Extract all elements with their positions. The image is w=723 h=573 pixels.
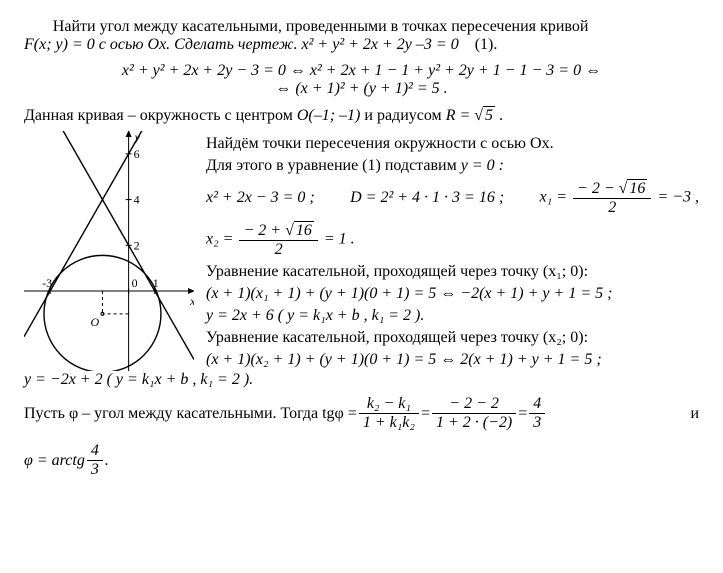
R-root: 5	[483, 106, 495, 125]
angle-f2-den: 1 + 2 · (−2)	[432, 414, 516, 432]
final-line: φ = arctg 4 3 .	[24, 442, 699, 479]
svg-text:y: y	[134, 131, 141, 144]
x2-den: 2	[239, 241, 317, 259]
angle-line: Пусть φ – угол между касательными. Тогда…	[24, 395, 699, 432]
x2-root: 16	[294, 221, 314, 240]
roots-quad: x² + 2x − 3 = 0 ;	[206, 189, 315, 207]
svg-text:2: 2	[134, 238, 140, 252]
intersect-l2a: Для этого в уравнение (1) подставим	[206, 157, 461, 174]
roots-disc: D = 2² + 4 · 1 · 3 = 16 ;	[350, 189, 504, 207]
circle-center: O(–1; –1)	[297, 107, 361, 124]
x2-num: − 2 +	[243, 222, 285, 239]
problem-statement: Найти угол между касательными, проведенн…	[24, 18, 699, 54]
svg-text:0: 0	[132, 276, 138, 290]
problem-line1: Найти угол между касательными, проведенн…	[53, 18, 589, 35]
graph-figure: y x O -3 0 1 2 4 6	[24, 131, 194, 371]
roots-x1: x₁ = − 2 − √16 2 = −3 ,	[540, 179, 699, 217]
final-num: 4	[87, 442, 103, 461]
svg-text:x: x	[189, 294, 194, 308]
final-tail: .	[105, 452, 109, 470]
x2-tail: = 1 .	[324, 231, 355, 248]
svg-text:4: 4	[134, 193, 140, 207]
problem-func: F(x; y) = 0 с осью Ox. Сделать чертеж.	[24, 36, 302, 53]
svg-text:6: 6	[134, 147, 140, 161]
x1-root: 16	[627, 179, 647, 198]
angle-mid1: =	[421, 405, 430, 423]
angle-mid2: =	[518, 405, 527, 423]
circle-pre: Данная кривая – окружность с центром	[24, 107, 297, 124]
roots-line1: x² + 2x − 3 = 0 ; D = 2² + 4 · 1 · 3 = 1…	[206, 179, 699, 217]
derive-row2: ⇔ (x + 1)² + (y + 1)² = 5 .	[24, 80, 699, 98]
svg-text:1: 1	[153, 276, 159, 290]
x1-den: 2	[573, 199, 651, 217]
angle-tail: и	[690, 405, 699, 423]
circle-desc: Данная кривая – окружность с центром O(–…	[24, 106, 699, 125]
x1-prefix: x₁ =	[540, 189, 571, 206]
angle-f1-den: 1 + k₁k₂	[359, 414, 419, 432]
angle-f2-num: − 2 − 2	[432, 395, 516, 414]
figure-column: y x O -3 0 1 2 4 6	[24, 131, 194, 371]
final-pre: φ = arctg	[24, 452, 85, 470]
figure-row: y x O -3 0 1 2 4 6 Найдём точки пересечения окру…	[24, 131, 699, 373]
x1-num: − 2 −	[577, 180, 619, 197]
intersect-l1: Найдём точки пересечения окружности с ос…	[206, 135, 699, 153]
tang2-l1: Уравнение касательной, проходящей через …	[206, 329, 699, 347]
roots-x2: x₂ = − 2 + √16 2 = 1 .	[206, 221, 699, 259]
svg-text:-3: -3	[42, 276, 52, 290]
tang1-l3: y = 2x + 6 ( y = k₁x + b , k₁ = 2 ).	[206, 307, 699, 325]
angle-f3-num: 4	[529, 395, 545, 414]
problem-eqnum: (1).	[475, 36, 498, 53]
angle-f3-den: 3	[529, 414, 545, 432]
angle-pre: Пусть φ – угол между касательными. Тогда…	[24, 405, 357, 423]
R-prefix: R =	[446, 107, 475, 124]
derive-row1: x² + y² + 2x + 2y − 3 = 0 ⇔ x² + 2x + 1 …	[24, 62, 699, 80]
derivation-block: x² + y² + 2x + 2y − 3 = 0 ⇔ x² + 2x + 1 …	[24, 62, 699, 98]
tang1-l2: (x + 1)(x₁ + 1) + (y + 1)(0 + 1) = 5 ⇔ −…	[206, 285, 699, 303]
x1-tail: = −3 ,	[657, 189, 699, 206]
angle-f1-num: k₂ − k₁	[359, 395, 419, 414]
intersect-l2b: y = 0 :	[461, 157, 504, 174]
circle-mid: и радиусом	[364, 107, 445, 124]
text-column: Найдём точки пересечения окружности с ос…	[206, 131, 699, 373]
tang2-last: y = −2x + 2 ( y = k₁x + b , k₁ = 2 ).	[24, 371, 699, 389]
final-den: 3	[87, 461, 103, 479]
circle-R: R = √5	[446, 107, 499, 124]
tang1-l1: Уравнение касательной, проходящей через …	[206, 263, 699, 281]
circle-tail: .	[499, 107, 503, 124]
tang2-l2: (x + 1)(x₂ + 1) + (y + 1)(0 + 1) = 5 ⇔ 2…	[206, 351, 699, 369]
intersect-l2: Для этого в уравнение (1) подставим y = …	[206, 157, 699, 175]
problem-eq: x² + y² + 2x + 2y –3 = 0	[302, 36, 459, 53]
svg-text:O: O	[90, 315, 99, 329]
angle-body: Пусть φ – угол между касательными. Тогда…	[24, 395, 547, 432]
x2-prefix: x₂ =	[206, 231, 237, 248]
